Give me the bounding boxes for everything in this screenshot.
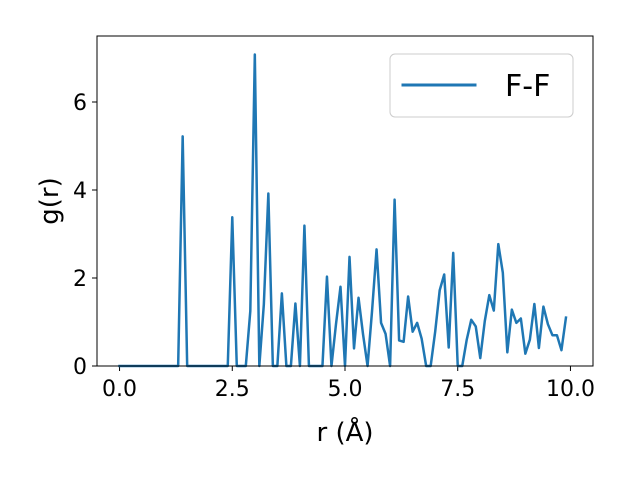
x-tick-label: 0.0: [102, 377, 137, 402]
y-axis-label: g(r): [35, 177, 65, 224]
x-axis-label: r (Å): [316, 416, 373, 448]
y-tick-label: 6: [73, 91, 87, 116]
x-tick-label: 7.5: [440, 377, 475, 402]
legend-label-f-f: F-F: [505, 69, 550, 104]
x-tick-label: 2.5: [215, 377, 250, 402]
legend: F-F: [389, 53, 574, 118]
y-tick-label: 2: [73, 267, 87, 292]
ticks-layer: 0.0 2.5 5.0 7.5 10.0 0 2 4 6: [73, 91, 595, 402]
y-tick-label: 0: [73, 355, 87, 380]
y-tick-label: 4: [73, 179, 87, 204]
legend-box: [389, 53, 574, 118]
plot-frame: [96, 35, 594, 367]
x-tick-label: 10.0: [546, 377, 595, 402]
x-tick-label: 5.0: [328, 377, 363, 402]
